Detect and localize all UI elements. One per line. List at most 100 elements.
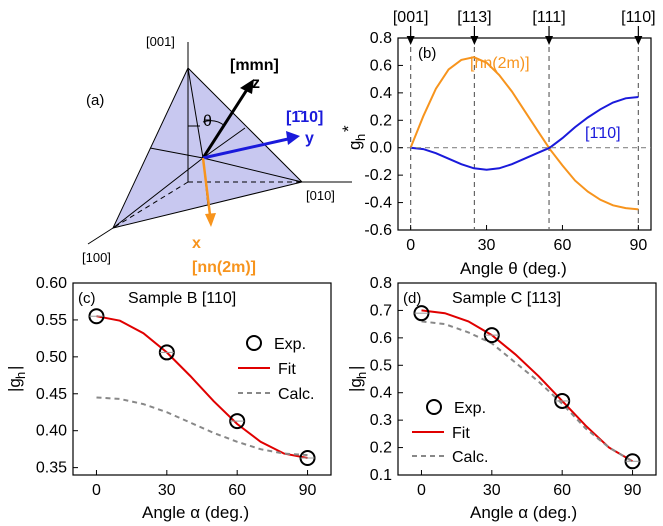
panel-b-ytick-label: 0.2: [370, 112, 392, 129]
panel-d-chart: (d) Sample C [113] 0 30 60 90 0.1 0.2 0.3 0.4 0.…: [346, 275, 657, 522]
panel-b-ytick-label: 0.0: [370, 140, 392, 157]
panel-d-ylabel: |g h |: [346, 366, 369, 392]
panel-d-ylabel-end: |: [346, 366, 365, 370]
panel-c-ytick-label: 0.35: [36, 460, 67, 477]
panel-d-ytick-label: 0.5: [370, 357, 392, 374]
panel-d-ytick-label: 0.1: [370, 467, 392, 484]
face-median-left: [112, 157, 204, 229]
label-100: [100]: [82, 250, 111, 265]
panel-c-ylabel: |g h |: [5, 366, 28, 392]
panel-b-ytick-label: 0.6: [370, 57, 392, 74]
panel-d-xtick-label: 60: [553, 482, 571, 499]
panel-c-xtick-label: 0: [92, 482, 101, 499]
z-arrow-head: [240, 79, 254, 94]
axis-100-line: [87, 227, 114, 245]
panel-b-ytick-label: 0.8: [370, 30, 392, 47]
panel-b-marker-label: [110]: [621, 9, 655, 26]
label-001: [001]: [146, 34, 175, 49]
panel-c-ytick-label: 0.45: [36, 386, 67, 403]
panel-b-ytick-label: -0.4: [364, 195, 392, 212]
panel-b-ylabel: g h *: [339, 125, 368, 150]
panel-d-ytick-label: 0.4: [370, 385, 392, 402]
panel-d-xtick-label: 0: [417, 482, 426, 499]
panel-a-diagram: (a) [001]: [82, 34, 352, 276]
inner-dashed-left: [112, 181, 189, 229]
panel-d-legend-exp: Exp.: [454, 400, 486, 417]
panel-b-ylabel-sub: h: [353, 134, 368, 141]
panel-d-ytick-label: 0.2: [370, 440, 392, 457]
panel-c-title: Sample B [110]: [128, 290, 236, 307]
panel-b-series: [398, 56, 651, 211]
panel-d-frame: [397, 282, 657, 476]
panel-d-xtick-label: 90: [624, 482, 642, 499]
panel-d-ytick-label: 0.7: [370, 302, 392, 319]
panel-c-frame: [72, 282, 332, 476]
x-arrow-line: [201, 157, 212, 216]
panel-c-ylabel-sub: h: [13, 372, 28, 379]
panel-b-ylabel-sup: *: [339, 125, 358, 132]
panel-c-ytick-label: 0.50: [36, 349, 67, 366]
panel-c-ylabel-end: |: [5, 366, 24, 370]
label-x-axis: x: [192, 235, 201, 252]
panel-b-ytick-label: -0.2: [364, 167, 392, 184]
panel-d-ylabel-sub: h: [354, 372, 369, 379]
panel-c-ylabel-main: |g: [5, 378, 24, 392]
z-arrow-line: [201, 87, 250, 159]
panel-c-fit-line: [96, 315, 308, 459]
panel-d-xlabel: Angle α (deg.): [470, 503, 577, 522]
panel-b-tag: (b): [418, 45, 436, 62]
face-median-upper-right: [202, 127, 246, 159]
panel-c-xtick-label: 90: [299, 482, 317, 499]
panel-b-marker-label: [111]: [532, 9, 565, 26]
panel-c-tag: (c): [78, 290, 96, 307]
panel-c-ytick-label: 0.55: [36, 312, 67, 329]
panel-c-chart: (c) Sample B [110] 0 30 60 90 0.35 0.40 0.45 0.…: [5, 275, 332, 522]
panel-d-ytick-label: 0.6: [370, 330, 392, 347]
x-arrow-head: [205, 213, 216, 227]
label-010: [010]: [306, 188, 335, 203]
panel-b-marker-label: [001]: [393, 9, 429, 26]
panel-b-marker-arrow-head: [470, 36, 479, 45]
panel-c-series: [88, 308, 316, 467]
panel-c-ytick-label: 0.60: [36, 275, 67, 292]
panel-d-xtick-label: 30: [483, 482, 501, 499]
panel-b-ylabel-main: g: [345, 141, 364, 150]
panel-d-legend-calc: Calc.: [452, 449, 488, 466]
panel-b-frame: [397, 37, 652, 231]
panel-b-xtick-label: 90: [629, 237, 647, 254]
panel-c-ytick-label: 0.40: [36, 423, 67, 440]
panel-b-marker-label: [113]: [457, 9, 491, 26]
panel-c-legend-fit: Fit: [278, 361, 296, 378]
panel-d-calc-line: [421, 320, 634, 463]
panel-b-marker-lines: [410, 38, 639, 230]
panel-b-xlabel: Angle θ (deg.): [460, 259, 567, 278]
panel-b-ticks: 0 30 60 90 -0.6 -0.4 -0.2 0.0 0.2 0.4 0.6 0.8: [364, 30, 647, 254]
panel-b-ytick-label: 0.4: [370, 85, 392, 102]
y-arrow-head: [286, 131, 300, 145]
panel-b-label-1-10: [1̄10]: [585, 125, 621, 142]
panel-d-tag: (d): [403, 290, 421, 307]
panel-b-series-line: [410, 96, 639, 171]
panel-d-legend-fit: Fit: [452, 425, 470, 442]
panel-c-legend-exp: Exp.: [274, 336, 306, 353]
panel-b-marker-arrow-head: [545, 36, 554, 45]
panel-b-chart: (b) 0 30 60 90 -0.6 -0.4 -0.2 0.0 0.2 0.4 0.6 0.8 […: [339, 9, 656, 278]
panel-c-calc-line: [96, 396, 308, 457]
panel-a-tag: (a): [86, 92, 104, 109]
panel-d-series: [413, 305, 641, 470]
label-y-axis: y: [305, 130, 314, 147]
panel-b-xtick-label: 60: [554, 237, 572, 254]
panel-b-top-markers: [001] [113] [111] [110]: [393, 9, 656, 45]
panel-b-marker-arrow-head: [406, 36, 415, 45]
face-median-top: [187, 67, 204, 159]
panel-c-xtick-label: 30: [158, 482, 176, 499]
label-theta: θ: [203, 113, 212, 130]
panel-b-series-line: [409, 56, 639, 211]
panel-d-ticks: 0 30 60 90 0.1 0.2 0.3 0.4 0.5 0.6 0.7 0.8: [370, 275, 642, 499]
label-1-10: [1̄10]: [286, 109, 323, 126]
y-arrow-line: [202, 137, 289, 160]
panel-c-legend-exp-marker: [246, 335, 262, 351]
panel-d-legend: Exp. Fit Calc.: [412, 399, 488, 466]
panel-c-xlabel: Angle α (deg.): [142, 503, 249, 522]
